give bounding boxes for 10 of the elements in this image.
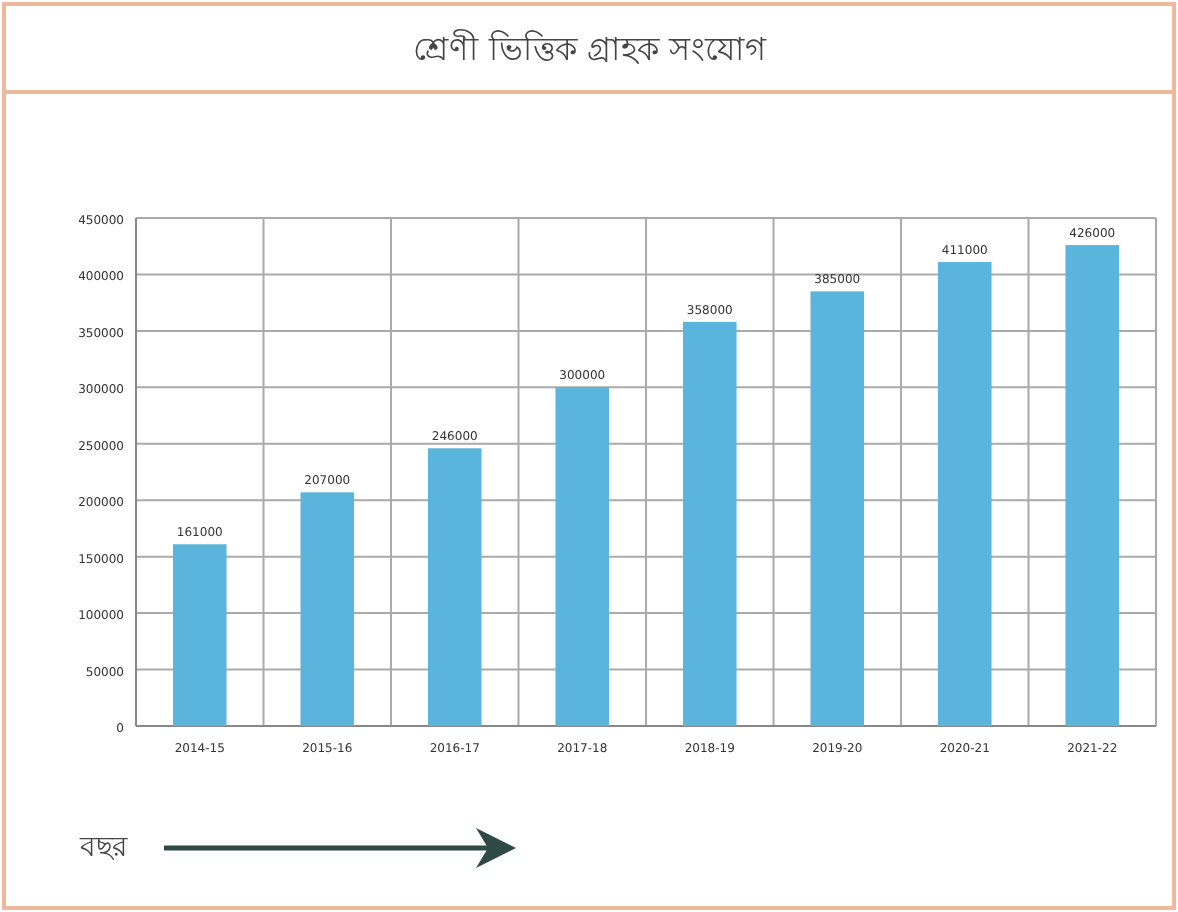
x-axis-title: বছর [78,832,128,864]
chart-title: শ্রেণী ভিত্তিক গ্রাহক সংযোগ [412,30,768,68]
bar [682,321,737,726]
bar [937,262,992,726]
bar [172,544,227,726]
bar [810,291,865,726]
bar [427,448,482,726]
bar [300,492,355,726]
bar [1065,245,1120,726]
bar [555,387,610,726]
